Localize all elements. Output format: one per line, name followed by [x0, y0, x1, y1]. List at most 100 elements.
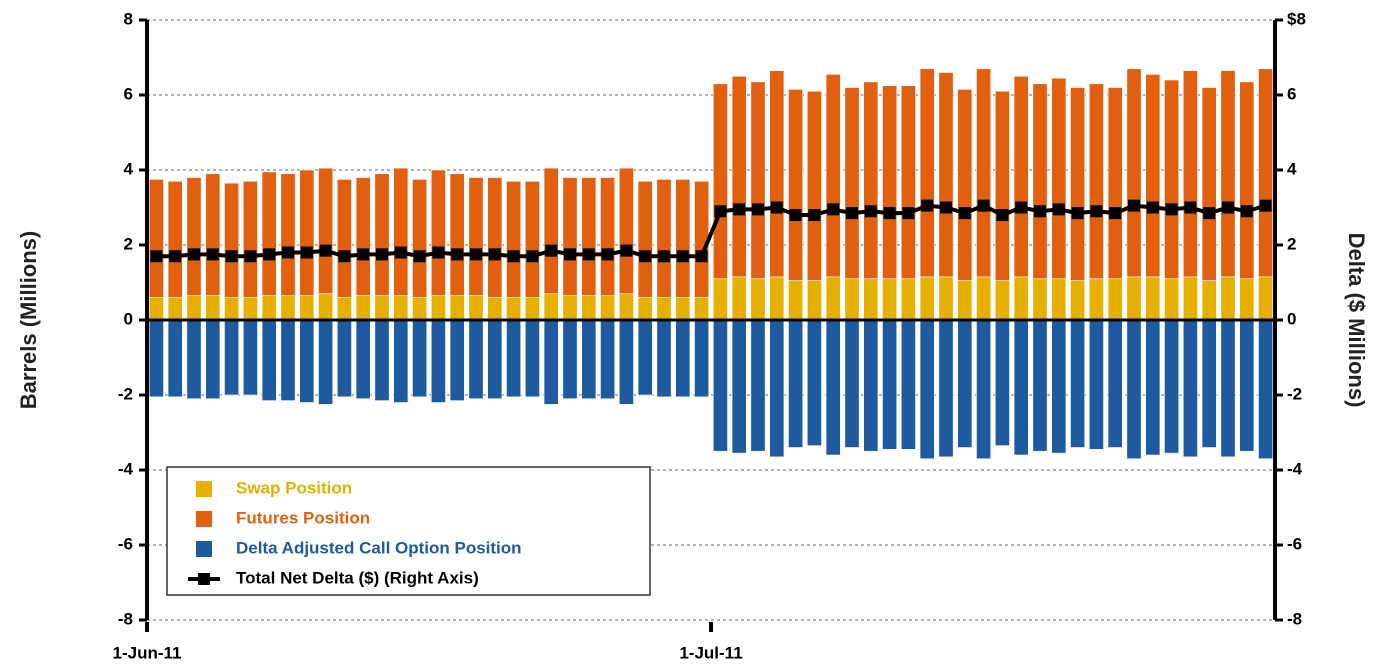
bar: [167, 180, 183, 298]
bar: [1126, 68, 1142, 278]
bar: [1088, 278, 1104, 321]
bar: [167, 297, 183, 321]
line-marker: [1240, 205, 1253, 218]
bar: [261, 319, 277, 401]
bar: [430, 169, 446, 296]
line-marker: [1222, 201, 1234, 214]
bar: [148, 179, 164, 298]
bar: [844, 278, 860, 321]
y-tick-label: -6: [118, 534, 133, 553]
bar: [1107, 87, 1123, 280]
bar: [393, 167, 409, 296]
line-marker: [526, 250, 539, 263]
bar: [694, 319, 710, 398]
bar: [280, 319, 296, 401]
bar: [1126, 276, 1142, 321]
bar: [788, 280, 804, 321]
bar: [957, 319, 973, 448]
line-marker: [921, 199, 934, 212]
bar: [374, 319, 390, 401]
line-marker: [357, 248, 370, 261]
line-marker: [1052, 203, 1065, 216]
bar: [355, 177, 371, 296]
bar: [543, 319, 559, 405]
line-marker: [338, 250, 351, 263]
y2-tick-label: $8: [1287, 9, 1306, 28]
line-marker: [1259, 199, 1272, 212]
line-marker: [206, 248, 219, 261]
bar: [788, 319, 804, 448]
legend-label: Delta Adjusted Call Option Position: [236, 538, 522, 557]
bar: [600, 295, 616, 321]
legend-swatch: [196, 481, 212, 497]
bar: [1013, 319, 1029, 456]
bar: [1258, 319, 1274, 460]
bar: [618, 293, 634, 321]
bar: [524, 297, 540, 321]
bar: [1220, 319, 1236, 458]
bar: [1145, 319, 1161, 456]
bar: [1164, 79, 1180, 280]
bar: [1182, 319, 1198, 458]
bar: [506, 297, 522, 321]
y2-tick-label: -2: [1287, 384, 1302, 403]
line-marker: [658, 250, 670, 263]
bar: [863, 319, 879, 452]
bar: [731, 319, 747, 454]
line-marker: [1090, 205, 1103, 218]
line-marker: [507, 250, 520, 263]
bar: [919, 68, 935, 278]
bar: [412, 319, 428, 398]
line-marker: [376, 248, 388, 261]
line-marker: [808, 209, 821, 221]
bar: [1201, 87, 1217, 281]
bar: [242, 297, 258, 321]
bar: [487, 319, 503, 400]
line-marker: [1128, 199, 1140, 212]
line-marker: [300, 246, 313, 259]
bar: [675, 179, 691, 298]
bar: [600, 319, 616, 400]
bar: [1258, 276, 1274, 321]
bar: [1164, 278, 1180, 321]
line-marker: [150, 250, 163, 263]
y2-tick-label: 4: [1287, 159, 1297, 178]
line-marker: [394, 246, 407, 259]
bar: [1182, 276, 1198, 321]
bar: [1032, 319, 1048, 452]
y-tick-label: -2: [118, 384, 133, 403]
legend-marker: [198, 573, 210, 585]
line-marker: [488, 248, 501, 261]
bar: [1201, 280, 1217, 321]
bar: [430, 319, 446, 403]
bar: [806, 319, 822, 446]
bar: [994, 90, 1010, 281]
bar: [205, 295, 221, 321]
x-tick-label: 1-Jul-11: [679, 643, 742, 662]
bar: [581, 177, 597, 296]
bar: [919, 319, 935, 460]
bar: [148, 319, 164, 398]
line-marker: [789, 209, 802, 221]
y2-axis-title: Delta ($ Millions): [1344, 233, 1369, 408]
bar: [731, 75, 747, 278]
bar: [1220, 276, 1236, 321]
bar: [994, 319, 1010, 446]
bar: [487, 177, 503, 298]
line-marker: [1034, 205, 1046, 218]
bar: [712, 83, 728, 280]
bar: [148, 297, 164, 321]
bar: [919, 276, 935, 321]
bar: [318, 167, 334, 295]
line-marker: [620, 244, 633, 257]
bar: [261, 295, 277, 321]
bar: [938, 72, 954, 278]
y-tick-label: 8: [124, 9, 133, 28]
line-marker: [1146, 201, 1159, 214]
y2-tick-label: 6: [1287, 84, 1296, 103]
line-marker: [752, 203, 764, 216]
line-marker: [582, 248, 595, 261]
bar: [637, 297, 653, 321]
bar: [412, 179, 428, 298]
bar: [976, 276, 992, 321]
